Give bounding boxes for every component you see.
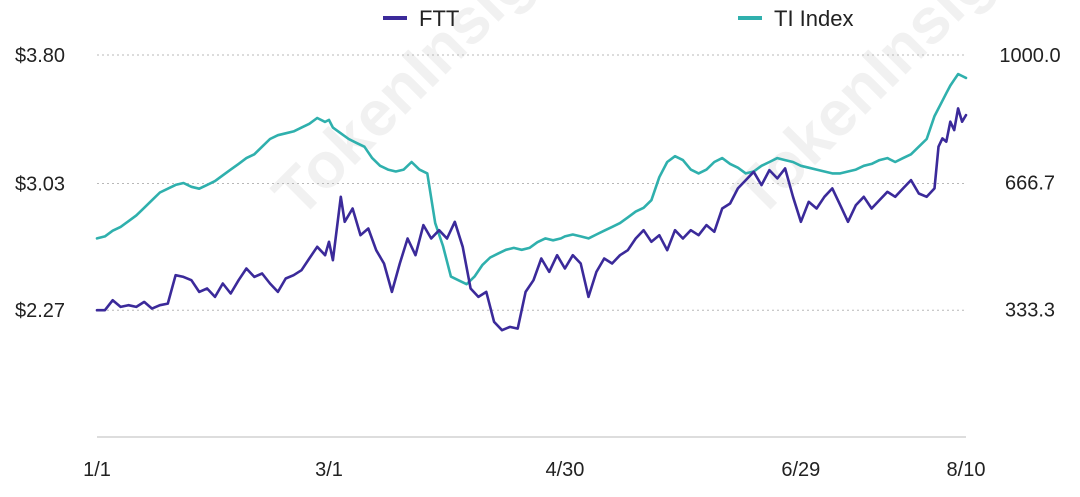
y-left-tick-label: $3.80 [15, 45, 65, 67]
x-tick-label: 1/1 [83, 459, 111, 481]
axes: $2.27 $3.03 $3.80 333.3 666.7 1000.0 1/1 3/1 4/3… [15, 45, 1061, 481]
x-tick-label: 3/1 [315, 459, 343, 481]
legend-item: TI Index [738, 6, 853, 31]
x-tick-label: 6/29 [781, 459, 820, 481]
legend: FTT TI Index [383, 6, 853, 31]
x-tick-label: 4/30 [545, 459, 584, 481]
y-right-tick-label: 333.3 [1005, 300, 1055, 322]
legend-label: FTT [419, 6, 459, 31]
series-lines [95, 72, 968, 332]
legend-label: TI Index [774, 6, 853, 31]
series-line-ti-index [95, 72, 968, 286]
y-left-tick-label: $2.27 [15, 300, 65, 322]
y-left-tick-label: $3.03 [15, 173, 65, 195]
y-right-tick-label: 1000.0 [999, 45, 1060, 67]
legend-item: FTT [383, 6, 459, 31]
y-right-tick-label: 666.7 [1005, 172, 1055, 194]
series-line-ftt [95, 107, 968, 332]
x-tick-label: 8/10 [947, 459, 986, 481]
watermark-text: TokenInsight [259, 0, 588, 230]
